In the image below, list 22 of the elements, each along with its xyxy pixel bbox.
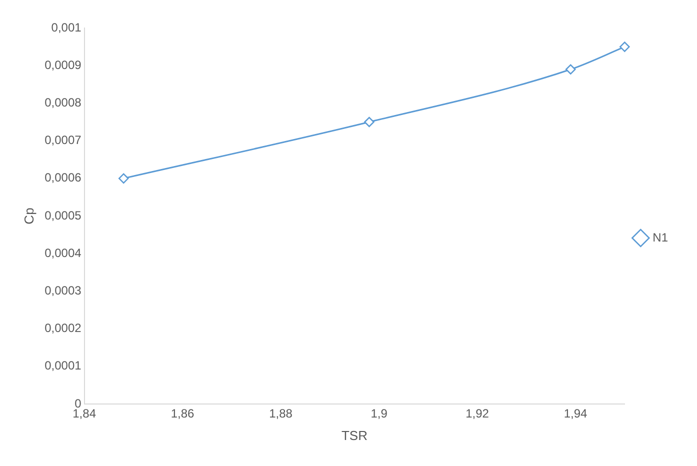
x-tick-label: 1,92 — [466, 406, 490, 421]
point — [565, 64, 576, 75]
x-tick-label: 1,88 — [269, 406, 293, 421]
y-tick-label: 0,0003 — [44, 284, 82, 298]
x-tick-label: 1,9 — [370, 406, 388, 421]
y-tick-label: 0,0001 — [44, 358, 82, 373]
y-tick-label: 0,0005 — [44, 208, 82, 222]
y-tick-label: 0,0008 — [44, 96, 82, 110]
x-tick-label: 1,86 — [170, 406, 195, 421]
x-tick-label: 1,94 — [564, 406, 588, 421]
y-tick-label: 0,0007 — [44, 133, 82, 148]
point — [118, 173, 129, 184]
point — [620, 42, 630, 52]
y-tick-label: 0,001 — [51, 20, 82, 34]
point — [364, 116, 374, 128]
legend-label: N1 — [652, 230, 668, 244]
y-tick-label: 0,0002 — [44, 321, 82, 336]
y-tick-label: 0,0009 — [44, 58, 82, 72]
y-axis-title: Cp — [21, 208, 36, 224]
x-axis-title: TSR — [341, 428, 368, 443]
y-tick-label: 0,0004 — [44, 246, 82, 260]
y-tick-label: 0,0006 — [44, 170, 82, 185]
